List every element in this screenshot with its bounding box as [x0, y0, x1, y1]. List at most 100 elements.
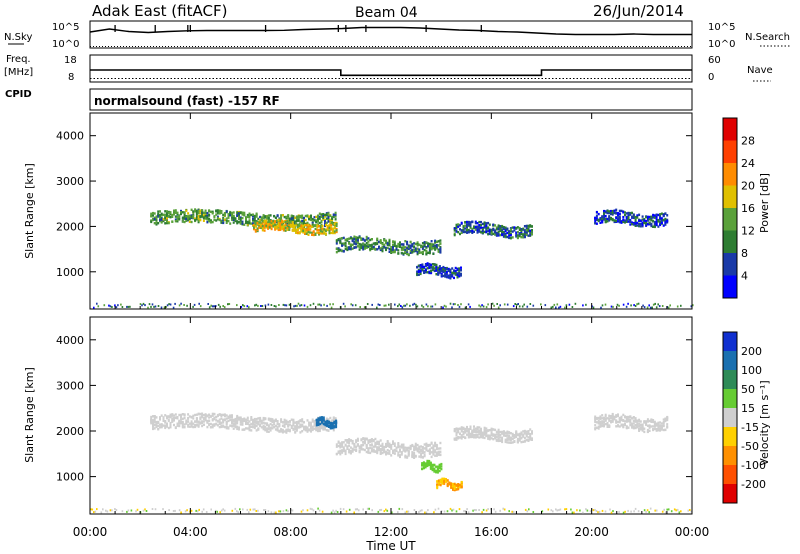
power-echo-cell	[362, 248, 365, 251]
power-echo-cell	[497, 230, 500, 234]
velocity-echo-cell	[225, 425, 228, 429]
power-echo-cell	[393, 244, 396, 247]
velocity-echo-cell	[435, 470, 438, 473]
power-echo-cell	[458, 275, 461, 278]
velocity-echo-cell	[342, 441, 345, 444]
velocity-echo-cell	[483, 431, 486, 434]
power-echo-cell	[502, 231, 505, 234]
power-echo-cell	[601, 217, 604, 220]
velocity-ground-scatter-cell	[366, 507, 369, 510]
power-echo-cell	[155, 220, 158, 224]
power-ground-scatter-cell	[186, 304, 188, 307]
velocity-echo-cell	[645, 421, 648, 424]
velocity-echo-cell	[164, 426, 167, 430]
velocity-echo-cell	[603, 425, 605, 428]
power-ground-scatter-cell	[166, 304, 169, 307]
velocity-echo-cell	[248, 420, 251, 423]
velocity-echo-cell	[324, 428, 326, 431]
velocity-ground-scatter-cell	[136, 508, 139, 511]
velocity-echo-cell	[411, 443, 414, 447]
velocity-echo-cell	[150, 422, 153, 425]
velocity-echo-cell	[625, 420, 628, 423]
velocity-echo-cell	[608, 419, 611, 422]
velocity-echo-cell	[501, 439, 504, 442]
velocity-ground-scatter-cell	[216, 510, 218, 513]
velocity-echo-cell	[232, 427, 235, 430]
power-echo-cell	[397, 242, 400, 246]
velocity-echo-cell	[488, 429, 491, 432]
velocity-echo-cell	[379, 449, 382, 453]
velocity-echo-cell	[201, 415, 204, 419]
velocity-echo-cell	[599, 417, 602, 420]
velocity-echo-cell	[276, 420, 279, 423]
velocity-echo-cell	[197, 425, 200, 428]
power-echo-cell	[332, 222, 335, 226]
velocity-echo-cell	[319, 422, 322, 426]
power-echo-cell	[245, 220, 247, 223]
power-echo-cell	[166, 220, 168, 223]
power-echo-cell	[615, 208, 618, 211]
power-echo-cell	[169, 216, 172, 219]
power-echo-cell	[495, 234, 498, 237]
velocity-echo-cell	[478, 426, 481, 429]
velocity-echo-cell	[662, 418, 665, 421]
velocity-echo-cell	[285, 428, 288, 431]
velocity-echo-cell	[262, 421, 265, 424]
power-echo-cell	[641, 218, 644, 221]
power-echo-cell	[270, 227, 273, 231]
power-ground-scatter-cell	[270, 304, 273, 306]
power-echo-cell	[325, 214, 328, 217]
power-echo-cell	[447, 275, 450, 278]
velocity-echo-cell	[460, 426, 463, 429]
power-echo-cell	[478, 227, 481, 231]
power-echo-cell	[445, 267, 448, 271]
velocity-echo-cell	[281, 429, 284, 433]
velocity-ground-scatter-cell	[424, 511, 426, 514]
velocity-echo-cell	[339, 453, 342, 456]
velocity-echo-cell	[488, 434, 491, 437]
velocity-echo-cell	[666, 426, 669, 429]
power-echo-cell	[279, 226, 282, 229]
velocity-echo-cell	[597, 427, 600, 430]
power-echo-cell	[617, 212, 619, 215]
velocity-echo-cell	[473, 425, 475, 428]
velocity-ground-scatter-cell	[254, 508, 256, 511]
power-colorbar-segment	[723, 275, 737, 298]
power-echo-cell	[634, 218, 637, 221]
power-echo-cell	[430, 247, 433, 250]
velocity-echo-cell	[476, 435, 479, 438]
velocity-echo-cell	[622, 423, 625, 427]
power-ground-scatter-cell	[120, 303, 122, 306]
power-colorbar-tick: 24	[741, 157, 755, 170]
power-colorbar-tick: 8	[741, 247, 748, 260]
power-echo-cell	[181, 211, 184, 214]
power-echo-cell	[239, 217, 242, 221]
power-echo-cell	[597, 212, 600, 216]
velocity-echo-cell	[376, 449, 379, 452]
velocity-ground-scatter-cell	[597, 511, 599, 514]
power-echo-cell	[310, 218, 312, 222]
velocity-echo-cell	[508, 434, 511, 438]
velocity-ground-scatter-cell	[362, 508, 364, 511]
power-echo-cell	[641, 225, 644, 228]
power-echo-cell	[176, 216, 179, 219]
power-echo-cell	[272, 223, 275, 226]
velocity-echo-cell	[662, 421, 665, 424]
power-echo-cell	[613, 211, 616, 215]
velocity-echo-cell	[481, 433, 484, 436]
power-echo-cell	[432, 245, 435, 248]
power-echo-cell	[383, 243, 386, 246]
power-ground-scatter-cell	[174, 302, 176, 305]
power-echo-cell	[167, 221, 170, 225]
power-echo-cell	[390, 246, 393, 249]
power-echo-cell	[406, 252, 409, 256]
power-ground-scatter-cell	[427, 305, 429, 308]
power-echo-cell	[339, 249, 342, 252]
velocity-echo-cell	[657, 427, 660, 430]
velocity-echo-cell	[349, 449, 352, 453]
power-echo-cell	[309, 227, 312, 230]
velocity-echo-cell	[639, 423, 642, 426]
velocity-echo-cell	[413, 449, 416, 452]
power-echo-cell	[351, 243, 354, 246]
power-echo-cell	[291, 228, 294, 232]
